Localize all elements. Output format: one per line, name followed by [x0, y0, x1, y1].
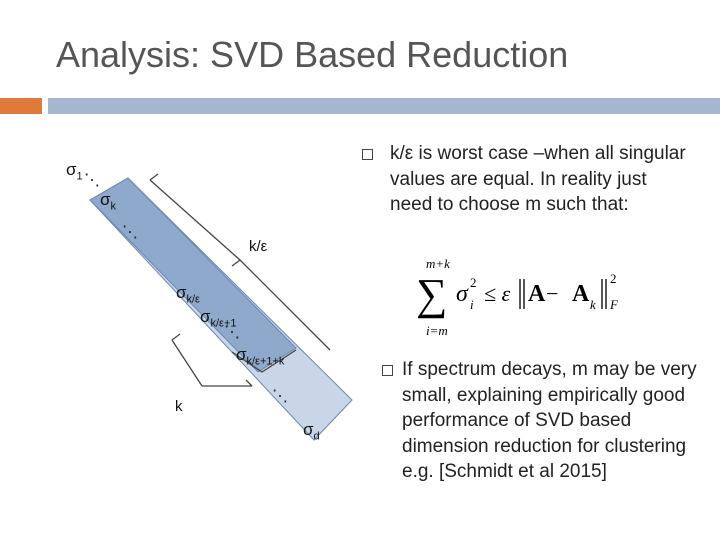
sum-lower-limit: i=m [426, 323, 448, 338]
dots-4: ⋱ [272, 388, 288, 405]
brace-k-right [231, 349, 297, 373]
minus: − [546, 281, 558, 306]
label-k: k [175, 398, 183, 415]
bullet-text-2: If spectrum decays, m may be very small,… [402, 359, 697, 482]
le-eps: ≤ ε [484, 281, 511, 306]
label-k-eps: k/ε [249, 238, 268, 255]
matrix-A: A [528, 281, 546, 307]
slide-title: Analysis: SVD Based Reduction [56, 34, 569, 75]
dots-1: ⋱ [84, 172, 100, 189]
sum-upper-limit: m+k [426, 256, 450, 271]
accent-bar-blue [48, 98, 720, 114]
sigma-k: σk [100, 190, 116, 213]
sigma-d: σd [303, 420, 320, 443]
sigma-k-eps-1-k: σk/ε+1+k [236, 345, 285, 368]
sup-2: 2 [470, 275, 477, 290]
formula: m+k ∑ i=m σ i 2 ≤ ε A − A k F 2 [416, 256, 619, 338]
brace-k [171, 333, 253, 387]
sub-i: i [470, 297, 474, 312]
sigma-k-eps: σk/ε [176, 283, 200, 306]
summation-icon: ∑ [416, 270, 447, 319]
sub-k: k [590, 297, 596, 312]
sigma: σ [456, 281, 469, 307]
brace-k-eps [149, 173, 331, 351]
bullet-square-1 [362, 149, 373, 160]
accent-bar-orange [0, 98, 42, 114]
sub-F: F [609, 297, 619, 312]
dots-3: ⋱ [224, 324, 240, 341]
sup-F2: 2 [610, 271, 617, 286]
dots-2: ⋱ [122, 224, 138, 241]
bullet-text-1: k/ε is worst case –when all singular val… [390, 143, 686, 215]
top-k-band [89, 177, 297, 373]
matrix-Ak: A [572, 281, 590, 307]
bullet-square-2 [382, 365, 393, 376]
sigma-k-eps-1: σk/ε+1 [200, 307, 237, 330]
sigma-1: σ1 [66, 160, 83, 183]
